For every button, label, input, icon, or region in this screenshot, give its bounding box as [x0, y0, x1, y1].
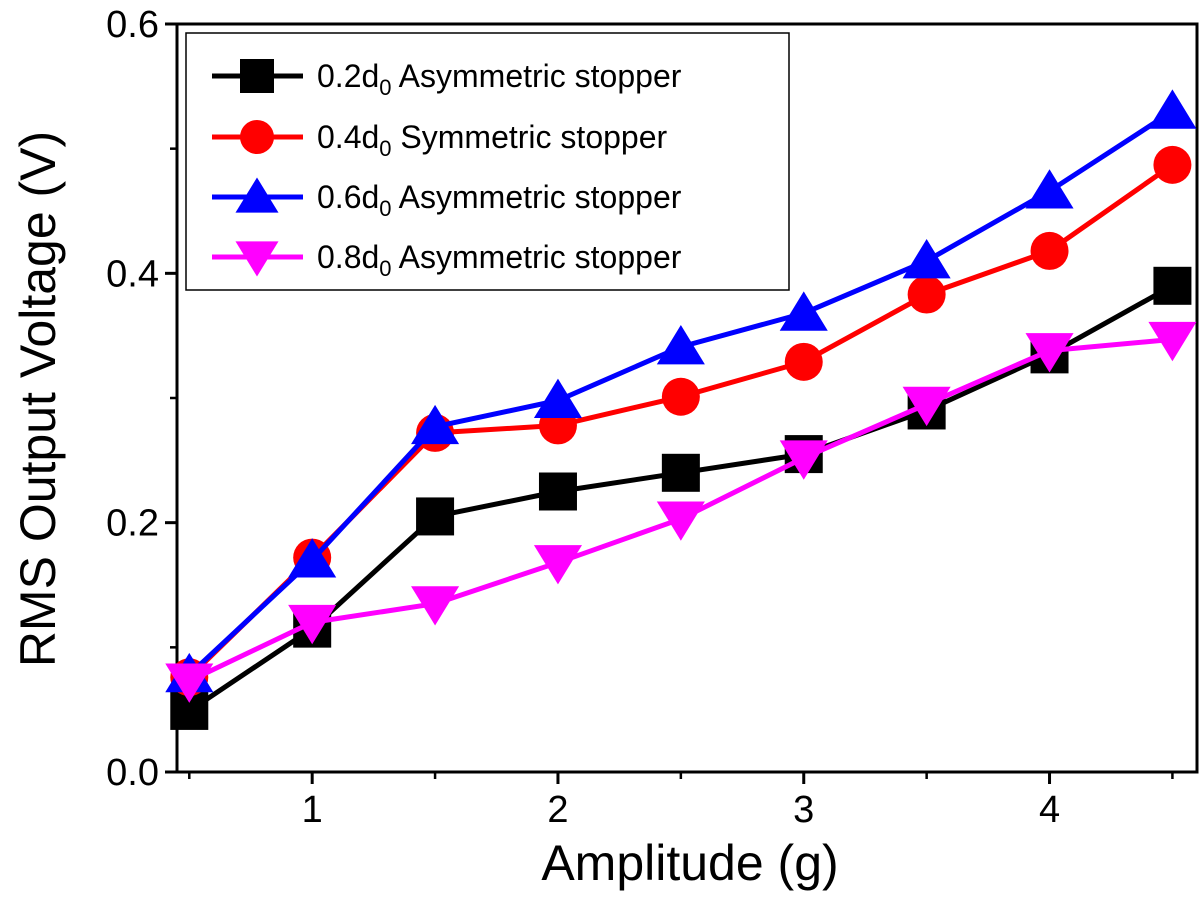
x-tick-label: 4 [1039, 789, 1060, 831]
legend-label: 0.6d0 Asymmetric stopper [317, 179, 682, 221]
data-point-triangle-up [656, 325, 705, 365]
data-point-triangle-up [1148, 89, 1197, 129]
legend-entry: 0.8d0 Asymmetric stopper [212, 239, 682, 281]
x-tick-label: 1 [302, 789, 323, 831]
data-point-triangle-down [902, 386, 951, 427]
data-point-square [1153, 266, 1192, 305]
legend-marker-circle [240, 120, 274, 154]
y-tick-label: 0.6 [106, 4, 159, 46]
legend-label: 0.4d0 Symmetric stopper [317, 119, 668, 161]
data-point-circle [907, 275, 946, 314]
data-point-circle [1153, 145, 1192, 184]
legend-label: 0.2d0 Asymmetric stopper [317, 58, 682, 100]
data-point-square [538, 472, 577, 511]
data-point-triangle-down [411, 586, 460, 626]
x-axis-title: Amplitude (g) [541, 835, 838, 891]
data-point-triangle-up [1025, 169, 1074, 209]
data-point-circle [784, 342, 823, 381]
data-point-triangle-up [902, 239, 951, 279]
legend-marker-triangle-down [235, 241, 279, 277]
y-tick-label: 0.0 [106, 752, 159, 794]
legend-marker-triangle-up [235, 177, 279, 213]
data-point-triangle-up [533, 378, 582, 418]
x-tick-label: 2 [547, 789, 568, 831]
data-point-triangle-down [288, 604, 337, 645]
data-point-triangle-up [288, 538, 337, 578]
data-point-triangle-down [1148, 321, 1197, 362]
data-point-square [416, 497, 455, 536]
data-point-triangle-down [165, 663, 214, 703]
series-triangle-down [165, 321, 1197, 703]
x-tick-label: 3 [793, 789, 814, 831]
legend-label: 0.8d0 Asymmetric stopper [317, 239, 682, 281]
legend-entry: 0.6d0 Asymmetric stopper [212, 177, 682, 221]
data-point-triangle-down [1025, 333, 1074, 373]
legend-marker-square [240, 59, 274, 93]
data-point-triangle-down [779, 440, 828, 480]
y-axis-title: RMS Output Voltage (V) [10, 131, 66, 667]
data-point-triangle-up [411, 404, 460, 445]
data-point-square [661, 453, 700, 492]
data-point-triangle-up [779, 291, 828, 331]
data-point-triangle-down [533, 545, 582, 585]
y-tick-label: 0.4 [106, 253, 159, 295]
data-point-circle [1030, 231, 1069, 270]
y-tick-label: 0.2 [106, 503, 159, 545]
data-point-triangle-down [656, 501, 705, 541]
data-point-circle [661, 377, 700, 416]
legend-entry: 0.4d0 Symmetric stopper [212, 119, 668, 161]
legend-entry: 0.2d0 Asymmetric stopper [212, 58, 682, 100]
